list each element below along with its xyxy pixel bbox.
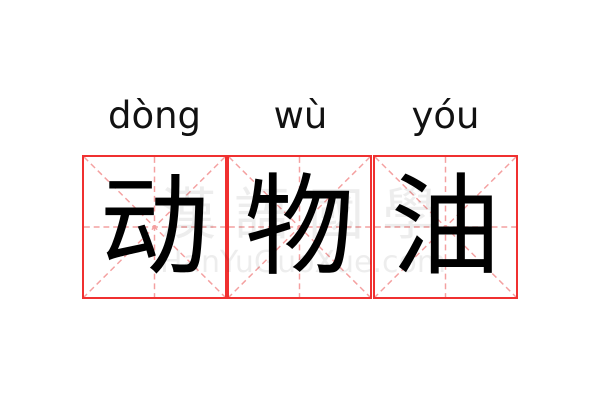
character-3: 油 [390, 163, 501, 291]
pinyin-3: yóu [411, 94, 480, 137]
character-2: 物 [244, 163, 355, 291]
tianzige-guides-icon [375, 157, 516, 297]
grid-cell-3: 油 [373, 155, 518, 299]
tianzige-guides-icon [84, 157, 225, 297]
character-grid: 动 物 油 [82, 155, 518, 299]
pinyin-2: wù [273, 94, 328, 137]
character-1: 动 [99, 163, 210, 291]
pinyin-1: dòng [107, 94, 202, 137]
tianzige-guides-icon [229, 157, 370, 297]
grid-cell-1: 动 [82, 155, 227, 299]
grid-cell-2: 物 [227, 155, 372, 299]
